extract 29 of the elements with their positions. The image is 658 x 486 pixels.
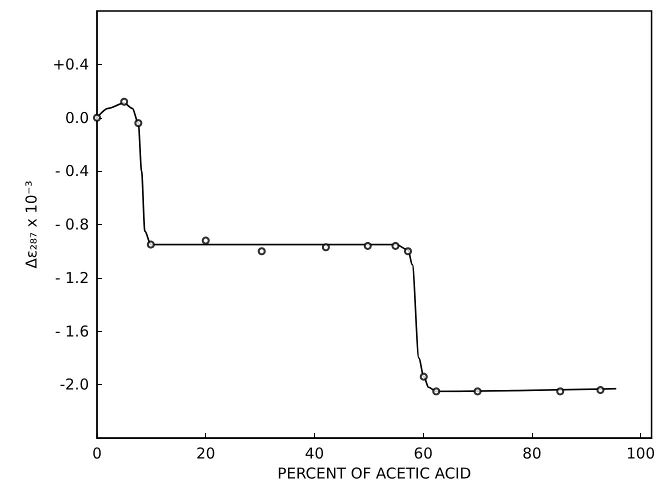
y-tick-label: - 0.4 xyxy=(54,162,89,180)
point xyxy=(404,247,412,256)
point xyxy=(432,387,440,396)
y-axis-title: Δε₂₈₇ x 10⁻³ xyxy=(22,180,40,268)
point xyxy=(391,242,400,250)
point xyxy=(474,387,482,396)
x-tick-label: 80 xyxy=(522,444,542,463)
point xyxy=(556,387,564,396)
point xyxy=(364,242,372,250)
point xyxy=(596,386,604,394)
point xyxy=(134,119,142,128)
y-tick-label: +0.4 xyxy=(52,55,89,74)
point xyxy=(120,98,128,106)
x-tick-label: 20 xyxy=(196,444,216,463)
x-axis-title: PERCENT OF ACETIC ACID xyxy=(277,464,472,482)
x-tick-label: 40 xyxy=(304,444,324,463)
point xyxy=(202,236,210,245)
x-tick-label: 100 xyxy=(626,444,656,463)
x-tick-label: 60 xyxy=(414,444,433,463)
point xyxy=(322,243,330,252)
x-tick-label: 0 xyxy=(92,444,102,463)
point xyxy=(146,240,155,249)
point xyxy=(258,247,266,256)
y-tick-label: 0.0 xyxy=(65,108,89,127)
y-tick-label: -2.0 xyxy=(60,376,89,394)
y-tick-label: - 0.8 xyxy=(54,216,89,234)
y-tick-label: - 1.2 xyxy=(54,268,89,287)
point xyxy=(420,372,428,381)
y-tick-label: - 1.6 xyxy=(54,322,89,340)
